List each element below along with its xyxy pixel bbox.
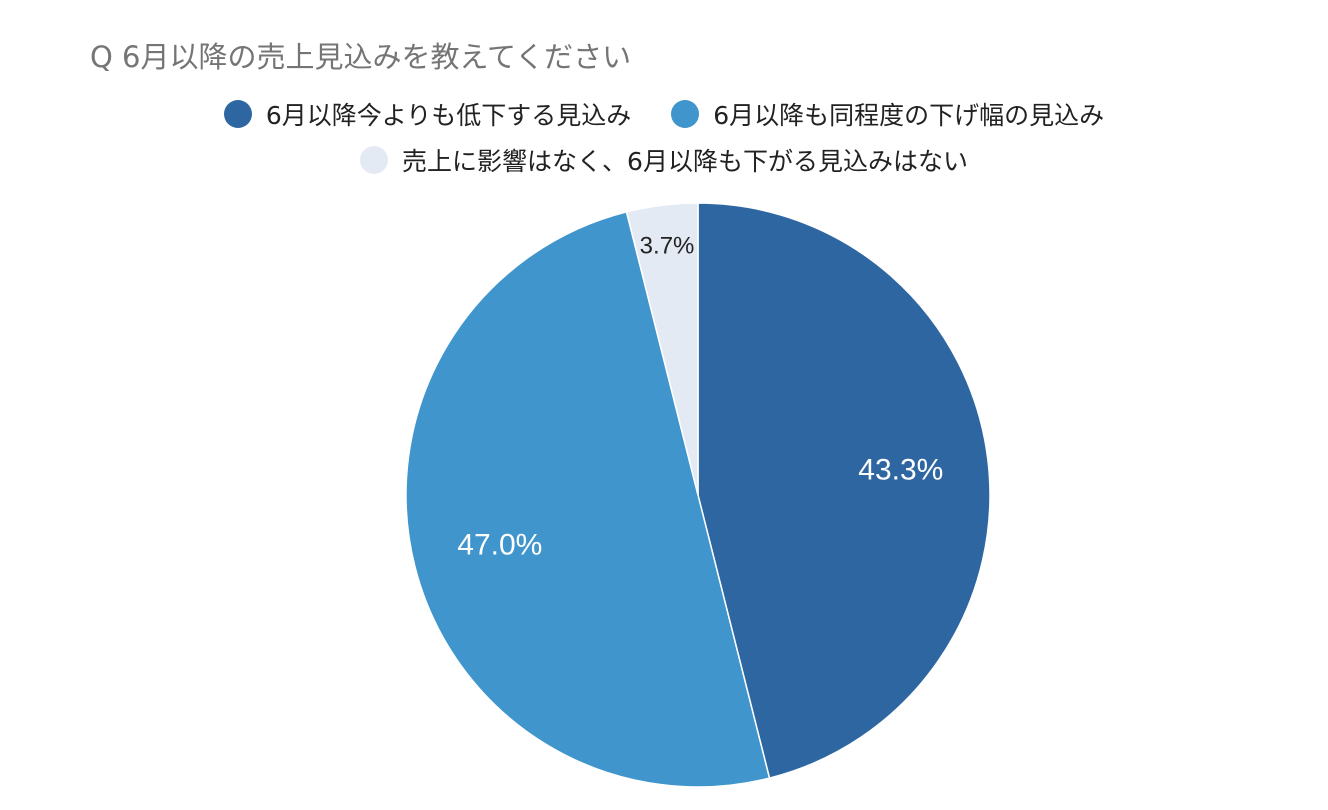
legend-item-decline: 6月以降今よりも低下する見込み xyxy=(223,96,632,132)
pie-slice-no-impact xyxy=(625,202,699,496)
pie-slice-same xyxy=(405,210,771,788)
legend-swatch-decline xyxy=(223,100,252,128)
pie-slice-decline xyxy=(697,202,991,780)
pie-labels: 43.3% 47.0% 3.7% xyxy=(457,232,943,561)
legend-swatch-same xyxy=(671,100,700,128)
legend-item-no-impact: 売上に影響はなく、6月以降も下がる見込みはない xyxy=(360,142,968,178)
legend-label-same: 6月以降も同程度の下げ幅の見込み xyxy=(713,101,1105,130)
legend-label-decline: 6月以降今よりも低下する見込み xyxy=(265,101,632,130)
legend-item-same: 6月以降も同程度の下げ幅の見込み xyxy=(671,96,1104,132)
chart-title: Q 6月以降の売上見込みを教えてください xyxy=(90,40,632,74)
pie-label-decline: 43.3% xyxy=(858,453,943,486)
legend-label-no-impact: 売上に影響はなく、6月以降も下がる見込みはない xyxy=(402,147,968,176)
pie-label-no-impact: 3.7% xyxy=(640,232,695,259)
legend-swatch-no-impact xyxy=(360,146,389,174)
pie-label-same: 47.0% xyxy=(457,529,542,562)
legend-row-1: 6月以降今よりも低下する見込み 6月以降も同程度の下げ幅の見込み xyxy=(0,96,1328,132)
legend-row-2: 売上に影響はなく、6月以降も下がる見込みはない xyxy=(0,142,1328,178)
pie-slices xyxy=(405,202,991,788)
